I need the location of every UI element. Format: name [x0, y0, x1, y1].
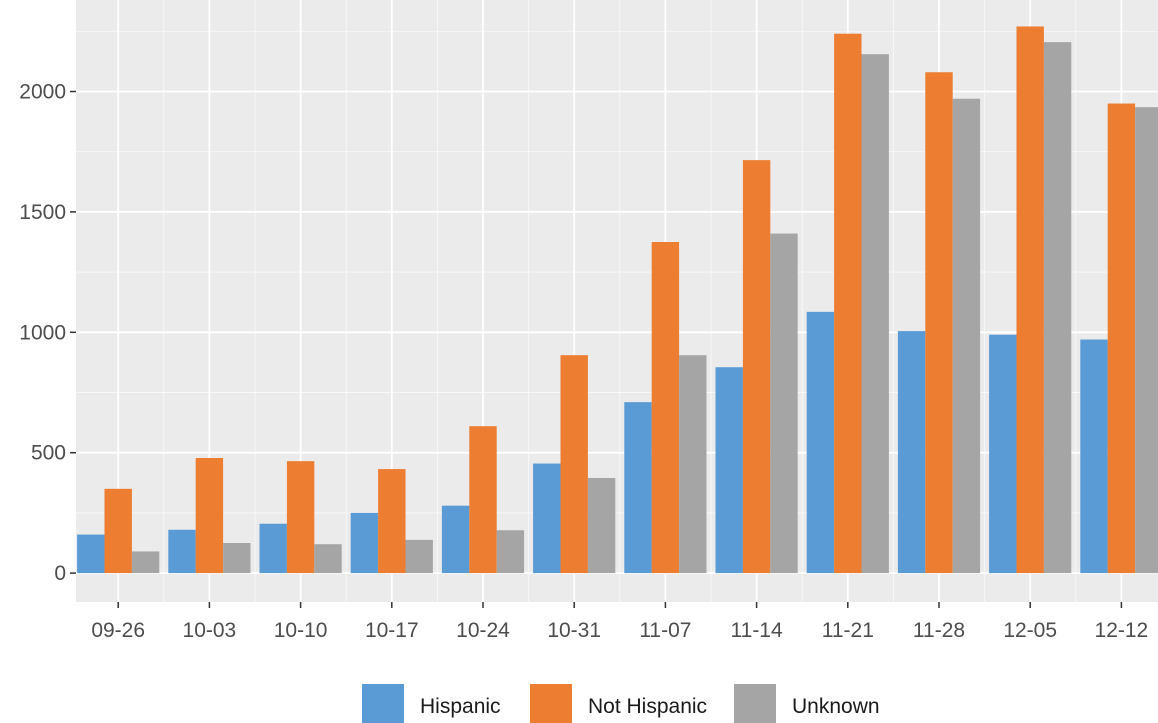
bar-unknown-10-10 [314, 544, 342, 574]
x-tick-label: 09-26 [91, 619, 145, 642]
bar-hispanic-09-26 [77, 534, 105, 574]
bar-hispanic-10-24 [441, 505, 470, 574]
bar-unknown-11-28 [952, 98, 981, 574]
y-tick-label: 1000 [19, 321, 66, 344]
y-tick-label: 500 [31, 442, 66, 465]
x-tick-label: 10-17 [365, 619, 419, 642]
bar-not-hispanic-11-28 [925, 72, 953, 574]
legend-key-unknown [734, 684, 776, 723]
x-tick-label: 12-05 [1003, 619, 1057, 642]
x-tick-label: 10-10 [274, 619, 328, 642]
legend-key-hispanic [362, 684, 404, 723]
y-tick-label: 1500 [19, 201, 66, 224]
x-tick-label: 11-28 [913, 619, 965, 642]
bar-not-hispanic-12-12 [1107, 103, 1136, 574]
bar-unknown-12-12 [1135, 107, 1158, 574]
bar-not-hispanic-12-05 [1016, 26, 1044, 574]
bar-hispanic-11-07 [624, 402, 652, 574]
x-tick-label: 12-12 [1095, 619, 1149, 642]
bar-hispanic-11-28 [897, 331, 926, 574]
legend-label: Not Hispanic [588, 695, 707, 718]
bar-unknown-12-05 [1043, 42, 1072, 574]
x-tick-label: 10-24 [456, 619, 510, 642]
bar-hispanic-12-05 [989, 334, 1017, 574]
bar-not-hispanic-10-24 [469, 426, 497, 574]
bar-not-hispanic-10-03 [195, 458, 224, 574]
x-tick-label: 11-14 [731, 619, 783, 642]
bar-unknown-10-24 [496, 530, 525, 574]
x-tick-label: 10-31 [547, 619, 601, 642]
bar-not-hispanic-09-26 [104, 488, 132, 574]
y-tick-label: 0 [54, 562, 66, 585]
bar-unknown-11-21 [861, 54, 889, 574]
bar-unknown-10-17 [405, 539, 433, 574]
bar-hispanic-12-12 [1080, 339, 1108, 574]
bar-unknown-10-03 [223, 543, 251, 574]
bar-not-hispanic-10-31 [560, 355, 588, 574]
bar-unknown-11-14 [770, 233, 798, 574]
bar-unknown-10-31 [587, 477, 616, 574]
bar-hispanic-11-14 [715, 367, 743, 574]
legend-label: Hispanic [420, 695, 501, 718]
bar-hispanic-11-21 [806, 311, 835, 574]
bar-not-hispanic-11-07 [651, 242, 680, 574]
legend-label: Unknown [792, 695, 880, 718]
bar-hispanic-10-10 [259, 523, 287, 574]
bar-not-hispanic-11-14 [742, 160, 771, 574]
x-tick-label: 11-07 [639, 619, 691, 642]
x-tick-label: 11-21 [822, 619, 874, 642]
bar-hispanic-10-17 [350, 512, 379, 574]
y-tick-label: 2000 [19, 81, 66, 104]
bar-unknown-09-26 [131, 551, 160, 574]
bar-hispanic-10-31 [533, 463, 561, 574]
bar-not-hispanic-11-21 [834, 33, 862, 574]
bar-unknown-11-07 [679, 355, 707, 574]
bar-not-hispanic-10-17 [378, 469, 406, 574]
x-tick-label: 10-03 [183, 619, 237, 642]
bar-hispanic-10-03 [168, 529, 196, 574]
bar-not-hispanic-10-10 [286, 461, 315, 574]
legend-key-not-hispanic [530, 684, 572, 723]
